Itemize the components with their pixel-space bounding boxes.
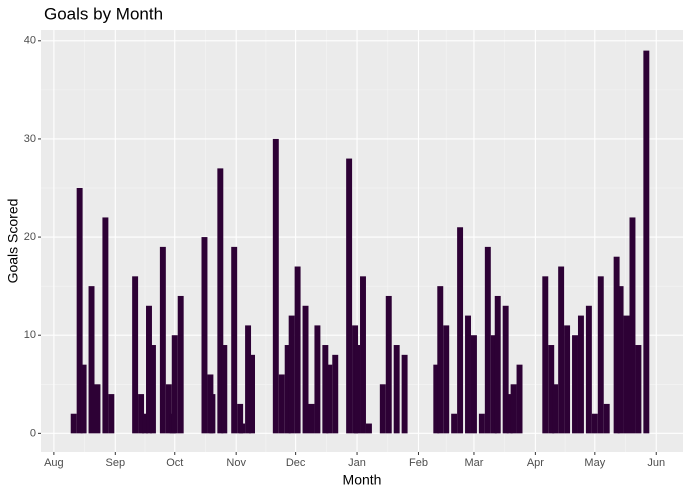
- bar: [465, 315, 471, 434]
- bar: [239, 423, 246, 434]
- bar: [249, 354, 255, 434]
- chart-title: Goals by Month: [44, 4, 163, 23]
- bar: [237, 403, 244, 434]
- bar: [552, 384, 559, 434]
- bar: [506, 394, 513, 434]
- bar: [132, 276, 139, 434]
- bar: [629, 217, 636, 434]
- bar: [80, 364, 87, 434]
- bar: [201, 237, 208, 434]
- x-tick-label: Feb: [409, 457, 428, 469]
- bar: [451, 413, 458, 434]
- bar: [209, 394, 216, 434]
- y-tick-label: 20: [24, 231, 36, 243]
- y-tick-label: 0: [30, 427, 36, 439]
- bar: [365, 423, 372, 434]
- bar: [217, 168, 224, 434]
- bar: [70, 413, 77, 434]
- bar: [165, 384, 172, 434]
- bar: [623, 315, 630, 434]
- bar: [138, 394, 145, 434]
- bar: [108, 394, 115, 434]
- bar: [502, 305, 509, 434]
- bar: [433, 364, 440, 434]
- bar: [564, 325, 571, 434]
- x-tick-label: Dec: [286, 457, 306, 469]
- x-tick-label: Sep: [106, 457, 126, 469]
- y-axis-label: Goals Scored: [5, 199, 21, 284]
- bar: [332, 354, 339, 434]
- x-tick-label: May: [584, 457, 605, 469]
- x-tick-label: Mar: [464, 457, 483, 469]
- bar: [288, 315, 295, 434]
- bar: [591, 413, 598, 434]
- bar: [484, 246, 491, 434]
- bar: [603, 403, 610, 434]
- bar: [572, 335, 578, 434]
- bar: [558, 266, 565, 434]
- bar: [393, 345, 400, 434]
- y-tick-label: 10: [24, 329, 36, 341]
- bar: [149, 345, 156, 434]
- bar: [617, 286, 624, 434]
- bar: [542, 276, 549, 434]
- bar: [385, 295, 392, 434]
- bar: [354, 345, 361, 434]
- x-tick-label: Aug: [44, 457, 64, 469]
- bar: [142, 413, 148, 434]
- bar: [278, 374, 285, 434]
- bar: [102, 217, 109, 434]
- bar: [314, 325, 321, 434]
- bar: [585, 305, 592, 434]
- bar: [94, 384, 101, 434]
- x-tick-label: Jan: [348, 457, 366, 469]
- bar: [346, 158, 353, 434]
- bar: [470, 335, 477, 434]
- x-tick-label: Nov: [226, 457, 246, 469]
- bar: [146, 305, 152, 434]
- bar: [401, 354, 408, 434]
- bar: [326, 364, 333, 434]
- bar: [457, 227, 464, 434]
- bar: [494, 295, 501, 434]
- bar: [443, 325, 450, 434]
- bar: [76, 188, 83, 434]
- x-tick-label: Jun: [647, 457, 665, 469]
- bar: [643, 50, 650, 434]
- y-tick-label: 30: [24, 133, 36, 145]
- bar: [510, 384, 517, 434]
- bar: [490, 335, 497, 434]
- bar: [221, 345, 228, 434]
- x-axis-label: Month: [343, 472, 382, 488]
- bar: [231, 246, 238, 434]
- bar: [577, 315, 584, 434]
- bar: [177, 295, 184, 434]
- bar: [437, 286, 444, 434]
- bar: [635, 345, 642, 434]
- x-tick-label: Oct: [166, 457, 183, 469]
- bar: [548, 345, 555, 434]
- bar: [284, 345, 291, 434]
- bar: [302, 305, 309, 434]
- bar: [478, 413, 485, 434]
- bar: [245, 325, 252, 434]
- x-tick-label: Apr: [527, 457, 544, 469]
- bar: [272, 138, 279, 434]
- bar: [597, 276, 604, 434]
- bar: [159, 246, 166, 434]
- y-tick-label: 40: [24, 35, 36, 47]
- bar: [360, 276, 366, 434]
- bar: [88, 286, 95, 434]
- bar: [294, 266, 301, 434]
- bar: [171, 335, 178, 434]
- bar: [322, 345, 329, 434]
- bar: [516, 364, 523, 434]
- bar: [379, 384, 386, 434]
- bar: [308, 403, 315, 434]
- bar: [613, 256, 620, 434]
